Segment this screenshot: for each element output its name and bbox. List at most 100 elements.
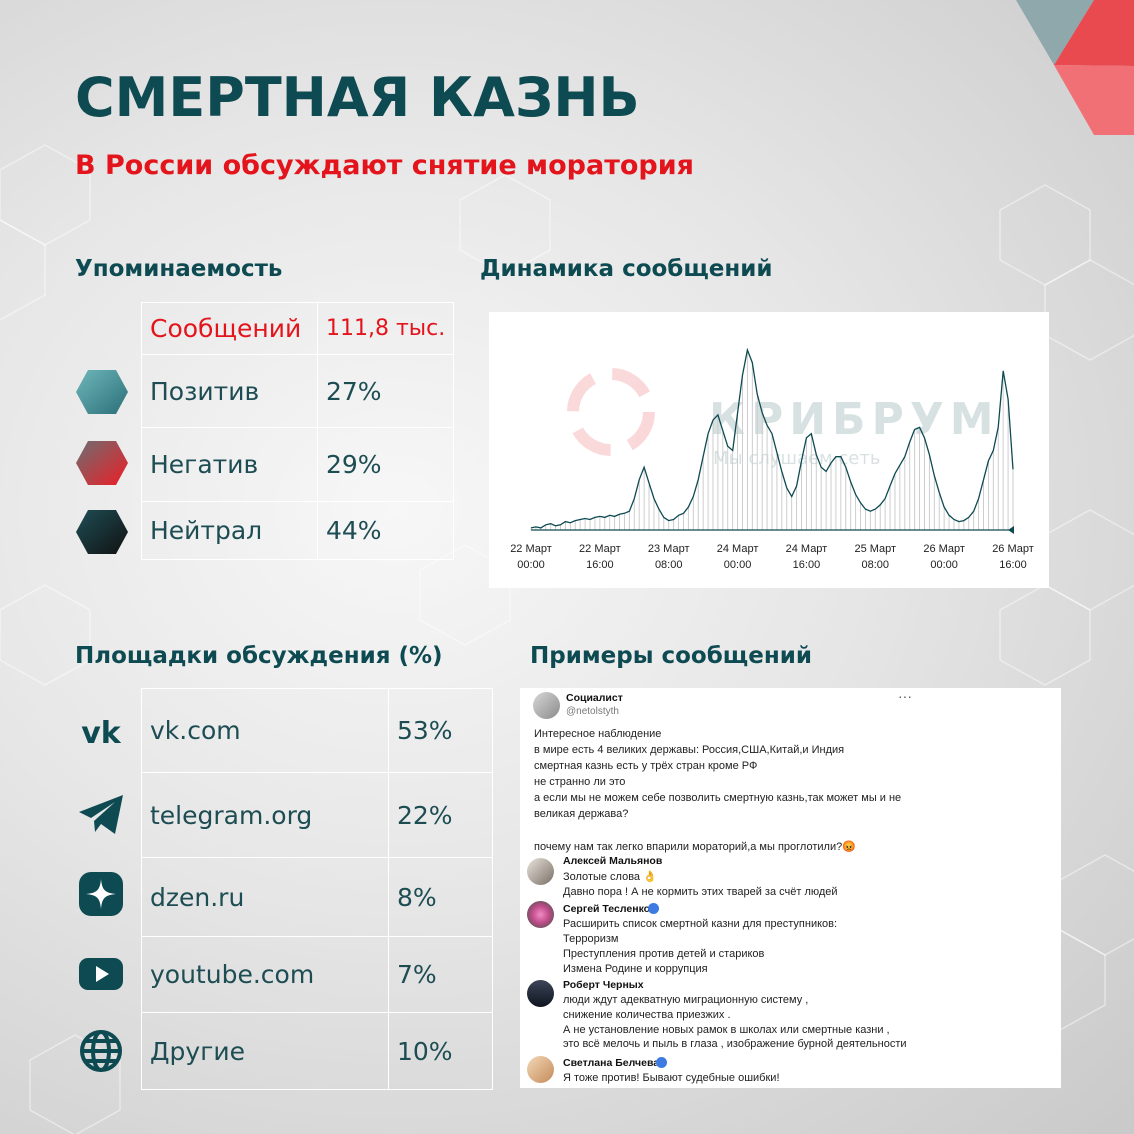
comment-author: Алексей Мальянов (563, 855, 663, 867)
post-handle: @netolstyth (566, 706, 619, 717)
platform-row-other: Другие 10% (141, 1012, 493, 1090)
telegram-icon (79, 795, 123, 834)
sentiment-value: 27% (316, 354, 455, 428)
x-tick-label-time: 16:00 (999, 559, 1027, 571)
badge-icon (656, 1057, 667, 1068)
platform-label: Другие (141, 1012, 389, 1090)
messages-value: 111,8 тыс. (316, 302, 455, 355)
platform-label: dzen.ru (141, 857, 389, 937)
x-tick-label-time: 16:00 (586, 559, 614, 571)
sentiment-label: Нейтрал (141, 501, 318, 560)
platform-value: 7% (388, 936, 493, 1013)
post-line: смертная казнь есть у трёх стран кроме Р… (534, 760, 758, 772)
post-line: а если мы не можем себе позволить смертн… (534, 792, 902, 804)
comment-line: Золотые слова 👌 (563, 871, 657, 883)
comment-author: Светлана Белчева (563, 1057, 660, 1069)
comment-author: Роберт Черных (563, 979, 644, 991)
teal-hexagon-icon (76, 370, 128, 414)
page-subtitle: В России обсуждают снятие моратория (75, 150, 694, 181)
post-line: Интересное наблюдение (534, 728, 662, 740)
x-tick-label-time: 00:00 (930, 559, 958, 571)
red-hexagon-icon (76, 441, 128, 485)
post-author: Социалист (566, 692, 623, 704)
sentiment-row-negative: Негатив 29% (141, 427, 455, 502)
x-tick-label-day: 26 Март (923, 543, 965, 555)
messages-label: Сообщений (141, 302, 318, 355)
comment-line: Давно пора ! А не кормить этих тварей за… (563, 886, 838, 898)
sentiment-value: 29% (316, 427, 455, 502)
page-title: СМЕРТНАЯ КАЗНЬ (75, 66, 640, 129)
comment-line: Преступления против детей и стариков (563, 948, 765, 960)
comment-line: люди ждут адекватную миграционную систем… (563, 994, 809, 1006)
avatar (527, 901, 554, 928)
platform-value: 8% (388, 857, 493, 937)
sentiment-row-neutral: Нейтрал 44% (141, 501, 455, 560)
x-axis-arrow-icon (1008, 526, 1014, 534)
platform-label: telegram.org (141, 772, 389, 858)
platforms-table: vk.com 53% telegram.org 22% dzen.ru 8% y… (141, 688, 493, 1090)
more-dots-icon[interactable]: ··· (898, 688, 912, 704)
sentiment-label: Негатив (141, 427, 318, 502)
dzen-icon (79, 872, 123, 916)
sentiment-value: 44% (316, 501, 455, 560)
x-tick-labels: 22 Март 00:00 22 Март 16:00 23 Март 08:00 24 М… (510, 543, 1034, 571)
series-line (530, 347, 1014, 529)
platform-row-youtube: youtube.com 7% (141, 936, 493, 1013)
x-tick-label-time: 00:00 (724, 559, 752, 571)
post-line: почему нам так легко впарили мораторий,а… (534, 841, 856, 853)
examples-heading: Примеры сообщений (530, 643, 812, 669)
x-tick-label-day: 22 Март (510, 543, 552, 555)
globe-icon (80, 1030, 122, 1072)
x-tick-label-time: 08:00 (655, 559, 683, 571)
youtube-icon (79, 958, 123, 990)
chart-bars (530, 350, 1014, 530)
vk-icon: vk (81, 716, 122, 751)
platform-label: youtube.com (141, 936, 389, 1013)
mentions-heading: Упоминаемость (75, 256, 283, 282)
x-tick-label-time: 08:00 (862, 559, 890, 571)
x-tick-label-day: 23 Март (648, 543, 690, 555)
platforms-heading: Площадки обсуждения (%) (75, 643, 443, 669)
avatar (527, 980, 554, 1007)
chart-heading: Динамика сообщений (480, 256, 773, 282)
message-example-panel: Социалист @netolstyth ··· Интересное наб… (520, 688, 1061, 1088)
avatar (527, 1056, 554, 1083)
badge-icon (648, 903, 659, 914)
comment-line: А не установление новых рамок в школах и… (563, 1024, 890, 1036)
dark-hexagon-icon (76, 510, 128, 554)
sentiment-row-positive: Позитив 27% (141, 354, 455, 428)
watermark-tagline: Мы слушаем сеть (713, 448, 880, 469)
platform-row-vk: vk.com 53% (141, 688, 493, 773)
x-tick-label-day: 24 Март (717, 543, 759, 555)
platform-value: 22% (388, 772, 493, 858)
comment-line: Измена Родине и коррупция (563, 963, 708, 975)
post-line: не странно ли это (534, 776, 626, 788)
avatar (533, 692, 560, 719)
platform-value: 53% (388, 688, 493, 773)
x-tick-label-day: 26 Март (992, 543, 1034, 555)
platform-row-dzen: dzen.ru 8% (141, 857, 493, 937)
chart-panel: КРИБРУМ Мы слушаем сеть 22 Март 00:00 22 М… (489, 312, 1049, 588)
comment-line: это всё мелочь и пыль в глаза , изображе… (563, 1038, 907, 1050)
avatar (527, 858, 554, 885)
platform-label: vk.com (141, 688, 389, 773)
post-line: великая держава? (534, 808, 629, 820)
x-tick-label-day: 22 Март (579, 543, 621, 555)
chart-watermark: КРИБРУМ Мы слушаем сеть (567, 368, 994, 469)
post-line: в мире есть 4 великих державы: Россия,СШ… (534, 744, 845, 756)
platform-value: 10% (388, 1012, 493, 1090)
x-tick-label-time: 00:00 (517, 559, 545, 571)
mentions-table: Сообщений 111,8 тыс. Позитив 27% Негатив… (141, 302, 455, 560)
corner-decoration (1016, 0, 1134, 135)
x-tick-label-day: 25 Март (854, 543, 896, 555)
comment-line: Расширить список смертной казни для прес… (563, 918, 838, 930)
comment-line: Я тоже против! Бывают судебные ошибки! (563, 1072, 780, 1084)
messages-row: Сообщений 111,8 тыс. (141, 302, 455, 355)
comment-line: Терроризм (563, 933, 619, 945)
platform-row-telegram: telegram.org 22% (141, 772, 493, 858)
comment-line: снижение количества приезжих . (563, 1009, 731, 1021)
comment-author: Сергей Тесленко (563, 903, 651, 915)
sentiment-label: Позитив (141, 354, 318, 428)
x-tick-label-day: 24 Март (786, 543, 828, 555)
